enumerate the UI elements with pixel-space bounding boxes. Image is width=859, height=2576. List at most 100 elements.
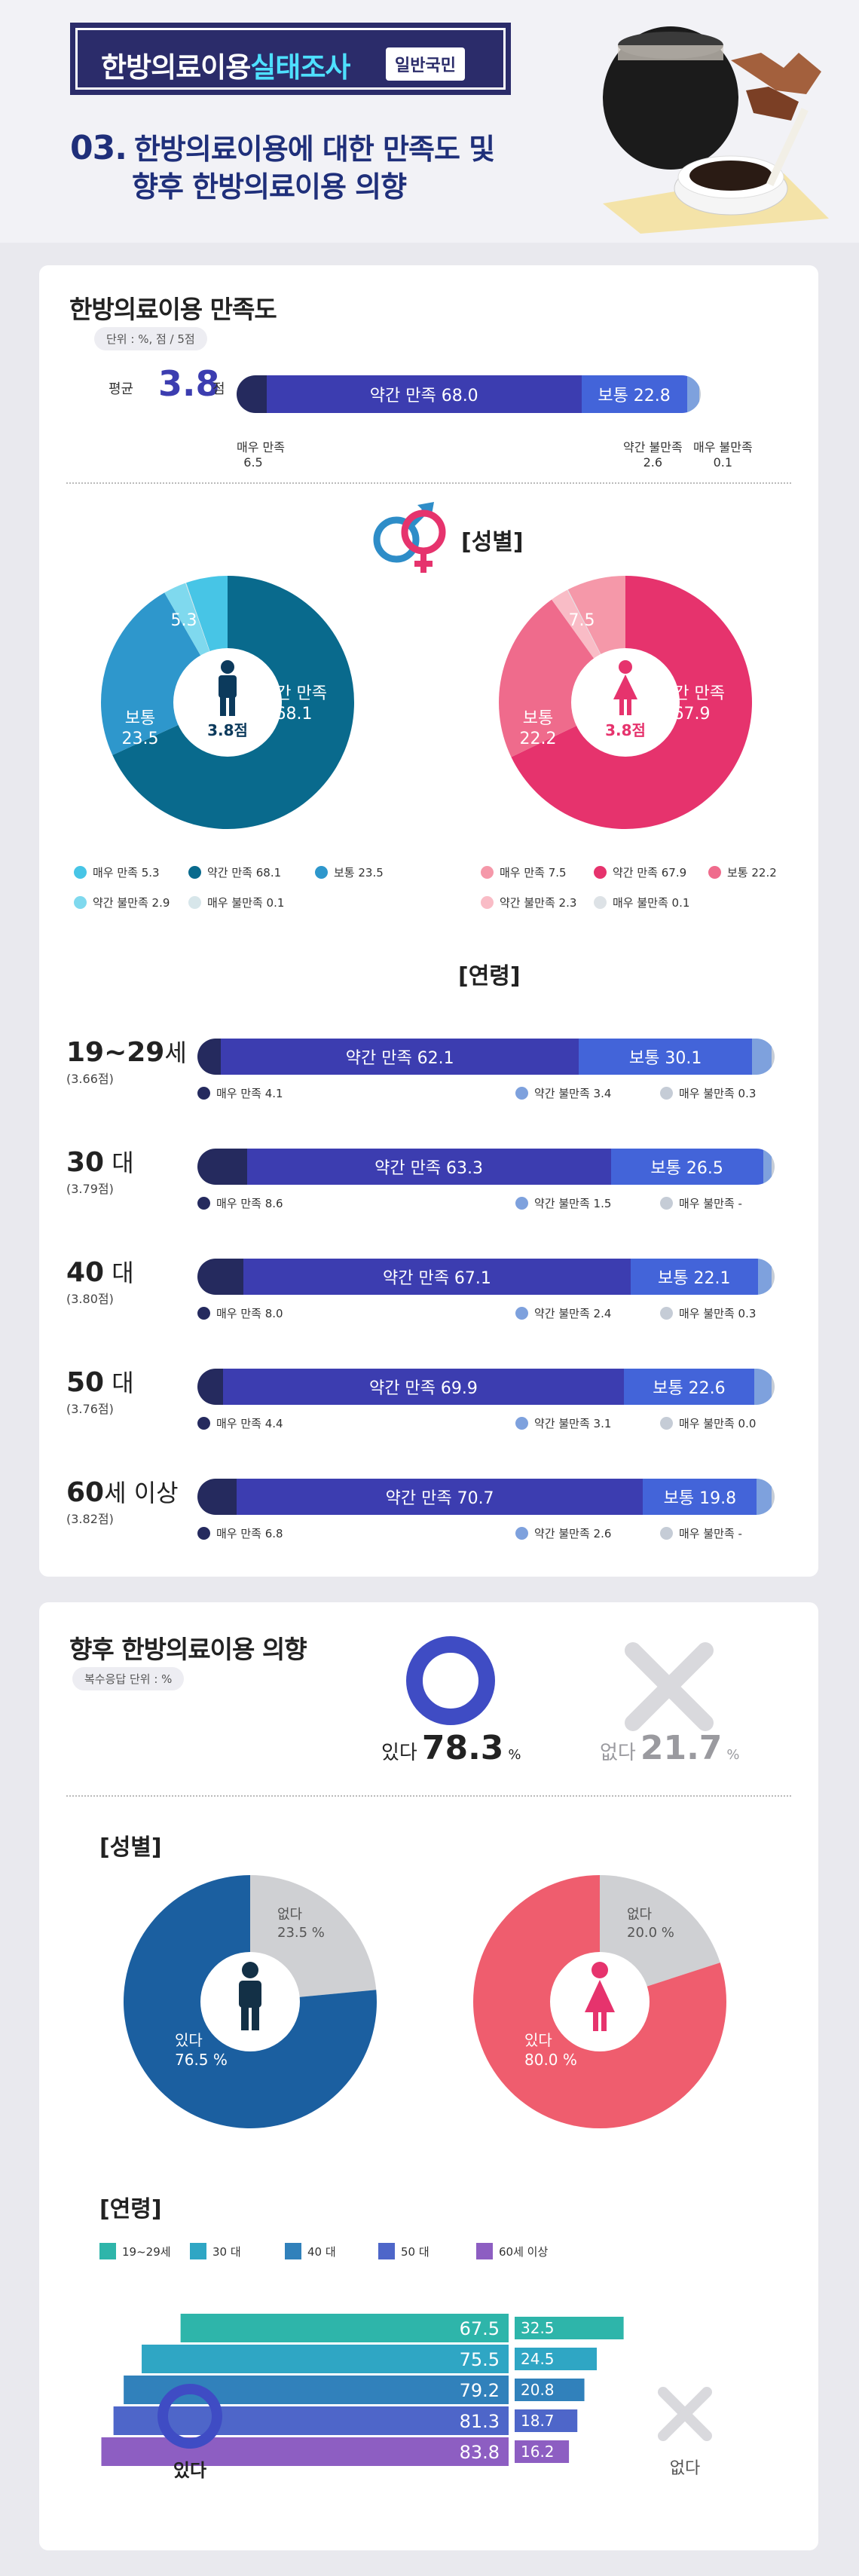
overall-vdis-label: 매우 불만족 0.1 (693, 440, 753, 470)
bar-segment: 보통 22.1 (630, 1259, 758, 1295)
age-legend-item: 60세 이상 (476, 2243, 548, 2259)
age-very-note: 매우 만족 8.0 (197, 1305, 283, 1321)
no-bar-value: 18.7 (521, 2412, 555, 2430)
no-label: 없다 (627, 1907, 653, 1923)
bar-segment (757, 1259, 772, 1295)
age-vdis-note: 매우 불만족 - (660, 1195, 742, 1211)
herbal-medicine-illustration (603, 26, 829, 234)
female-intention-pie: 있다 80.0 % 없다 20.0 % (473, 1875, 726, 2128)
bottom-no-label: 없다 (670, 2459, 700, 2478)
bottom-yes-label: 있다 (173, 2460, 206, 2481)
bar-segment (772, 1149, 775, 1185)
female-legend-somewhat: 약간 만족 67.9 (594, 864, 686, 880)
bar-segment (752, 1039, 772, 1075)
age-group-label: 60세 이상 (66, 1477, 179, 1508)
normal-label: 보통 (523, 709, 553, 728)
age-legend-item: 50 대 (378, 2243, 430, 2259)
age-title: [연령] (458, 963, 521, 990)
no-bar (515, 2440, 570, 2463)
no-bar-value: 16.2 (521, 2443, 555, 2461)
age-group-score: (3.82점) (66, 1512, 114, 1526)
no-value: 23.5 % (277, 1925, 325, 1941)
no-bar-value: 20.8 (521, 2381, 555, 2399)
title-line1: 한방의료이용에 대한 만족도 및 (133, 133, 495, 166)
female-satisfaction-pie: 3.8점 약간 만족 67.9 보통 22.2 7.5 (499, 576, 752, 829)
yes-circle-icon (406, 1636, 495, 1725)
avg-label: 평균 (109, 381, 134, 397)
bar-segment (772, 1479, 775, 1515)
bar-segment: 약간 만족 62.1 (221, 1039, 579, 1075)
male-person-icon (219, 660, 237, 716)
somewhat-value: 68.1 (276, 705, 313, 724)
age-group-label: 50 대 (66, 1367, 134, 1398)
bar-seg-normal: 보통 22.8 (581, 375, 687, 413)
age-group-label: 40 대 (66, 1257, 134, 1288)
intention-title: 향후 한방의료이용 의향 (69, 1635, 307, 1664)
yes-bar-value: 83.8 (460, 2442, 500, 2463)
age-group-score: (3.80점) (66, 1292, 114, 1306)
bar-seg-very (237, 375, 267, 413)
avg-value: 3.8 (158, 363, 220, 404)
overall-no: 없다 21.7% (600, 1729, 740, 1767)
yes-bar-value: 79.2 (460, 2380, 500, 2401)
satisfaction-card: 한방의료이용 만족도 단위 : %, 점 / 5점 평균 3.8 점 약간 만족… (39, 265, 818, 1577)
bar-segment: 보통 19.8 (643, 1479, 757, 1515)
female-person-icon (613, 660, 637, 715)
header: 한방의료이용실태조사 일반국민 03. 한방의료이용에 대한 만족도 및 향후 한… (0, 0, 859, 243)
age-very-note: 매우 만족 4.4 (197, 1415, 283, 1431)
bar-segment (197, 1369, 223, 1405)
bar-segment (763, 1149, 772, 1185)
age-satisfaction-bar: 약간 만족 67.1 보통 22.1 (197, 1259, 775, 1295)
age-satisfaction-bar: 약간 만족 70.7 보통 19.8 (197, 1479, 775, 1515)
bar-seg-somewhat: 약간 만족 68.0 (266, 375, 582, 413)
female-legend-vdis: 매우 불만족 0.1 (594, 895, 689, 910)
avg-suffix: 점 (212, 381, 225, 397)
male-legend-somewhat: 약간 만족 68.1 (188, 864, 281, 880)
normal-value: 23.5 (122, 730, 159, 748)
satisfaction-unit: 단위 : %, 점 / 5점 (94, 327, 207, 350)
overall-satisfaction-bar: 약간 만족 68.0 보통 22.8 (237, 375, 701, 413)
no-bar (515, 2317, 624, 2339)
yes-bar (180, 2314, 509, 2342)
age-vdis-note: 매우 불만족 0.0 (660, 1415, 756, 1431)
yes-bar (113, 2406, 509, 2435)
yes-label: 있다 (175, 2031, 203, 2049)
bar-segment: 약간 만족 67.1 (243, 1259, 631, 1295)
age-group-label: 19~29세 (66, 1037, 187, 1068)
age-intention-chart: 67.5 32.5 75.5 24.5 79.2 20.8 81.3 18.7 83.8 16.2… (101, 2314, 712, 2481)
age-satisfaction-bar: 약간 만족 62.1 보통 30.1 (197, 1039, 775, 1075)
age-dissat-note: 약간 불만족 3.1 (515, 1415, 611, 1431)
age-group-score: (3.76점) (66, 1402, 114, 1416)
bar-segment: 보통 26.5 (610, 1149, 763, 1185)
bar-segment (754, 1369, 772, 1405)
age-very-note: 매우 만족 4.1 (197, 1085, 283, 1101)
no-bar (515, 2348, 598, 2370)
no-bar (515, 2409, 578, 2432)
very-value: 5.3 (171, 611, 197, 630)
yes-value: 80.0 % (524, 2051, 577, 2069)
pie-center (173, 648, 282, 757)
yes-bar (142, 2345, 509, 2373)
age-satisfaction-bar: 약간 만족 63.3 보통 26.5 (197, 1149, 775, 1185)
yes-bar-value: 81.3 (460, 2411, 500, 2432)
age-very-note: 매우 만족 6.8 (197, 1525, 283, 1541)
intention-card: 향후 한방의료이용 의향 복수응답 단위 : % 있다 78.3% 없다 21.7%… (39, 1602, 818, 2550)
normal-label: 보통 (125, 709, 155, 728)
age-vdis-note: 매우 불만족 0.3 (660, 1085, 756, 1101)
yes-bar-value: 67.5 (460, 2318, 500, 2339)
age-very-note: 매우 만족 8.6 (197, 1195, 283, 1211)
overall-yes: 있다 78.3% (381, 1729, 521, 1767)
male-satisfaction-pie: 3.8점 약간 만족 68.1 보통 23.5 5.3 (101, 576, 354, 829)
divider (66, 482, 791, 484)
divider (66, 1795, 791, 1797)
title-number: 03. (70, 129, 127, 167)
yes-value: 76.5 % (175, 2051, 228, 2069)
bar-segment (197, 1039, 222, 1075)
female-legend-dissat: 약간 불만족 2.3 (481, 895, 576, 910)
male-legend-normal: 보통 23.5 (315, 864, 384, 880)
female-person-icon (585, 1962, 615, 2031)
page-title: 03. 한방의료이용에 대한 만족도 및 향후 한방의료이용 의향 (70, 129, 495, 206)
age-group-score: (3.79점) (66, 1182, 114, 1196)
bar-segment: 약간 만족 70.7 (236, 1479, 643, 1515)
female-legend-normal: 보통 22.2 (708, 864, 777, 880)
